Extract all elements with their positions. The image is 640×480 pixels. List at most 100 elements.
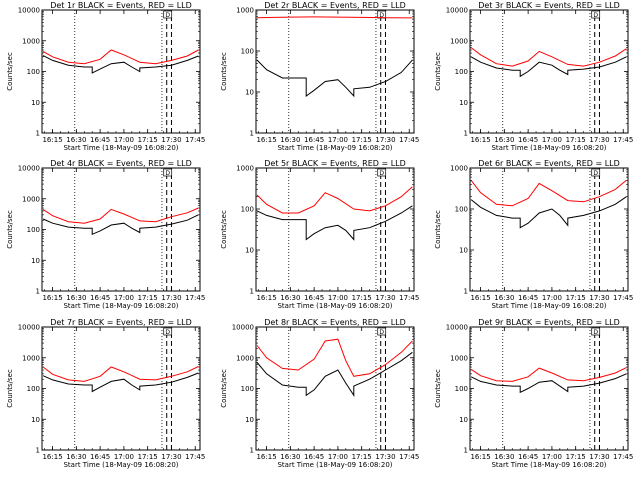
series-line-lld — [257, 16, 413, 19]
chart-panel: Det 4r BLACK = Events, RED = LLD 1 10 100 10… — [6, 159, 205, 310]
x-axis-label: Start Time (18-May-09 16:08:20) — [63, 302, 178, 310]
x-tick-label: 16:15 — [42, 136, 62, 144]
y-tick-label: 100 — [241, 48, 254, 56]
y-axis-label: Counts/sec — [6, 52, 14, 91]
series-line-events — [42, 55, 199, 74]
x-tick-label: 17:15 — [352, 294, 372, 302]
x-tick-label: 17:15 — [566, 294, 586, 302]
x-tick-label: 17:30 — [161, 294, 181, 302]
x-tick-label: 17:30 — [375, 294, 395, 302]
y-tick-label: 1000 — [236, 354, 254, 362]
x-tick-label: 16:45 — [518, 294, 538, 302]
x-tick-label: 17:30 — [161, 453, 181, 461]
x-tick-label: 17:00 — [542, 294, 562, 302]
chart-title: Det 9r BLACK = Events, RED = LLD — [478, 318, 620, 327]
x-axis-label: Start Time (18-May-09 16:08:20) — [63, 144, 178, 152]
series-line-events — [42, 372, 199, 393]
y-tick-label: 100 — [27, 68, 40, 76]
x-tick-label: 17:30 — [589, 453, 609, 461]
chart-panel: Det 7r BLACK = Events, RED = LLD 1 10 100 10… — [6, 318, 205, 469]
x-tick-label: 17:45 — [185, 294, 205, 302]
y-tick-label: 1000 — [22, 195, 40, 203]
marker-label: D — [165, 12, 170, 19]
y-tick-label: 100 — [27, 385, 40, 393]
y-axis-label: Counts/sec — [434, 369, 442, 408]
marker-box — [163, 327, 173, 336]
x-tick-label: 16:45 — [90, 453, 110, 461]
series-line-events — [470, 373, 627, 394]
y-tick-label: 10 — [31, 257, 40, 265]
y-tick-label: 1 — [464, 130, 468, 138]
series-line-events — [42, 214, 199, 236]
x-tick-label: 16:45 — [304, 294, 324, 302]
chart-panel: Det 1r BLACK = Events, RED = LLD 1 10 100 10… — [6, 1, 205, 152]
x-tick-label: 16:45 — [90, 136, 110, 144]
x-tick-label: 16:30 — [66, 294, 86, 302]
x-tick-label: 17:15 — [138, 453, 158, 461]
marker-box — [163, 10, 173, 19]
x-tick-label: 17:45 — [399, 453, 419, 461]
y-tick-label: 10000 — [18, 324, 40, 332]
x-tick-label: 16:15 — [42, 453, 62, 461]
x-tick-label: 17:15 — [566, 136, 586, 144]
y-tick-label: 100 — [455, 206, 468, 214]
x-tick-label: 17:45 — [613, 294, 633, 302]
x-tick-label: 16:30 — [494, 453, 514, 461]
plot-frame — [255, 9, 415, 134]
chart-title: Det 8r BLACK = Events, RED = LLD — [264, 318, 406, 327]
marker-label: D — [379, 170, 384, 177]
series-line-lld — [42, 366, 199, 382]
marker-label: D — [593, 329, 598, 336]
y-tick-label: 10 — [459, 416, 468, 424]
x-tick-label: 17:45 — [399, 136, 419, 144]
x-tick-label: 16:45 — [518, 453, 538, 461]
x-tick-label: 16:30 — [280, 136, 300, 144]
y-axis-label: Counts/sec — [6, 369, 14, 408]
series-line-lld — [42, 207, 199, 224]
chart-panel: Det 5r BLACK = Events, RED = LLD 1 10 100 10… — [220, 159, 419, 310]
y-tick-label: 10 — [31, 416, 40, 424]
y-axis-label: Counts/sec — [434, 210, 442, 249]
x-tick-label: 17:30 — [161, 136, 181, 144]
x-tick-label: 17:15 — [138, 136, 158, 144]
series-line-events — [256, 59, 413, 98]
y-tick-label: 100 — [455, 385, 468, 393]
x-tick-label: 17:45 — [613, 453, 633, 461]
marker-label: D — [593, 12, 598, 19]
x-tick-label: 17:15 — [352, 453, 372, 461]
y-tick-label: 1000 — [22, 37, 40, 45]
y-tick-label: 1 — [464, 447, 468, 455]
marker-label: D — [165, 329, 170, 336]
y-axis-label: Counts/sec — [220, 210, 228, 249]
series-line-events — [470, 56, 627, 78]
chart-title: Det 2r BLACK = Events, RED = LLD — [264, 1, 406, 10]
y-tick-label: 10000 — [18, 7, 40, 15]
x-tick-label: 17:30 — [375, 136, 395, 144]
chart-panel: Det 6r BLACK = Events, RED = LLD 1 10 100 10… — [434, 159, 633, 310]
series-line-lld — [470, 47, 627, 67]
y-tick-label: 100 — [241, 206, 254, 214]
x-tick-label: 16:15 — [470, 453, 490, 461]
y-axis-label: Counts/sec — [220, 369, 228, 408]
y-axis-label: Counts/sec — [434, 52, 442, 91]
x-tick-label: 17:45 — [613, 136, 633, 144]
series-line-events — [470, 196, 627, 229]
chart-title: Det 5r BLACK = Events, RED = LLD — [264, 159, 406, 168]
plot-frame — [469, 326, 629, 451]
y-tick-label: 1 — [36, 288, 40, 296]
x-tick-label: 17:30 — [589, 294, 609, 302]
x-tick-label: 17:00 — [542, 136, 562, 144]
y-tick-label: 1 — [250, 130, 254, 138]
x-tick-label: 16:15 — [256, 136, 276, 144]
y-tick-label: 100 — [241, 385, 254, 393]
x-tick-label: 17:45 — [185, 453, 205, 461]
x-tick-label: 17:30 — [589, 136, 609, 144]
chart-panel: Det 3r BLACK = Events, RED = LLD 1 10 100 10… — [434, 1, 633, 152]
series-line-lld — [42, 49, 199, 65]
x-tick-label: 17:00 — [114, 453, 134, 461]
chart-title: Det 4r BLACK = Events, RED = LLD — [50, 159, 192, 168]
y-tick-label: 1 — [250, 447, 254, 455]
y-tick-label: 1 — [36, 447, 40, 455]
x-axis-label: Start Time (18-May-09 16:08:20) — [491, 461, 606, 469]
